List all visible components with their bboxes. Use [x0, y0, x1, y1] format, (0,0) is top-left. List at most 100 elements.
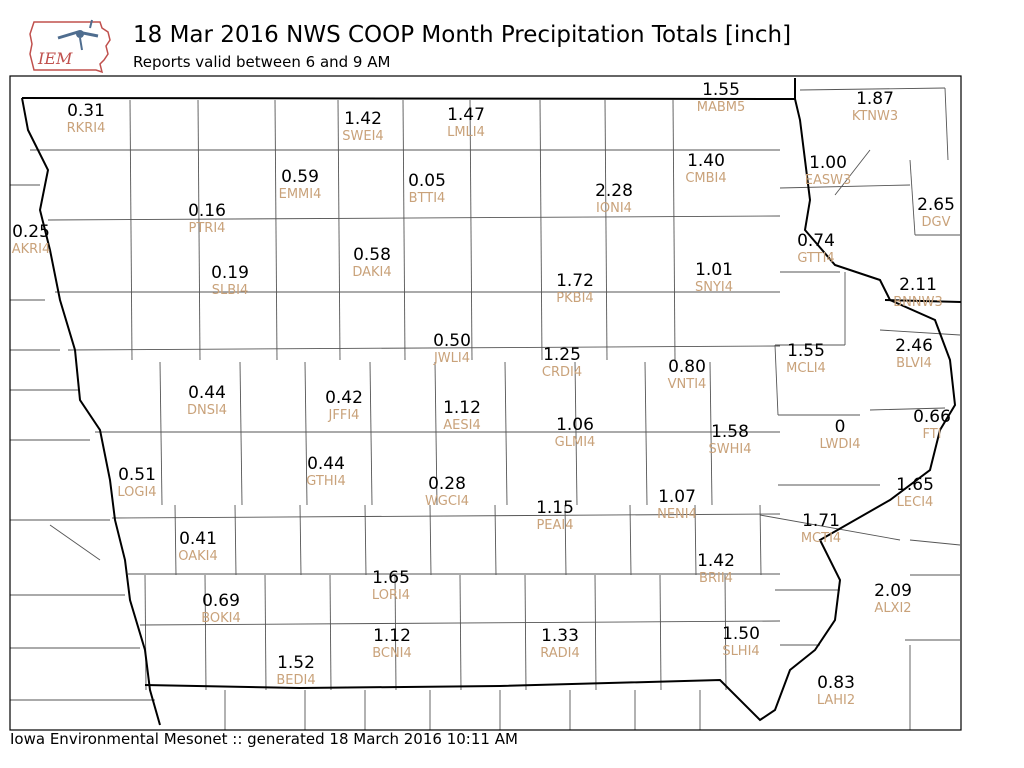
- station-value: 1.47: [447, 105, 485, 125]
- station-value: 0.58: [353, 245, 391, 265]
- station-value: 0.80: [668, 357, 706, 377]
- station-value: 1.06: [556, 415, 594, 435]
- station-id: LOGI4: [117, 485, 156, 500]
- station-id: DAKI4: [352, 265, 391, 280]
- station-value: 0.16: [188, 201, 226, 221]
- station-id: NENI4: [657, 507, 697, 522]
- station-value: 0.44: [307, 454, 345, 474]
- station-value: 1.12: [443, 398, 481, 418]
- station-value: 1.25: [543, 345, 581, 365]
- station-value: 0: [835, 417, 846, 437]
- station-id: SLBI4: [212, 283, 249, 298]
- station-value: 1.65: [896, 475, 934, 495]
- station-value: 1.01: [695, 260, 733, 280]
- station-id: BEDI4: [276, 673, 315, 688]
- station-id: GTTI4: [797, 251, 834, 266]
- station-id: SWEI4: [342, 129, 383, 144]
- station-id: RKRI4: [67, 121, 106, 136]
- map-title: 18 Mar 2016 NWS COOP Month Precipitation…: [133, 22, 792, 48]
- station-value: 0.74: [797, 231, 835, 251]
- station-value: 0.50: [433, 331, 471, 351]
- station-value: 0.05: [408, 171, 446, 191]
- station-value: 0.25: [12, 222, 50, 242]
- station-value: 1.50: [722, 624, 760, 644]
- station-id: GLMI4: [555, 435, 596, 450]
- station-id: SNYI4: [695, 280, 733, 295]
- station-id: DNSI4: [187, 403, 227, 418]
- station-value: 0.44: [188, 383, 226, 403]
- station-id: CRDI4: [542, 365, 582, 380]
- station-value: 1.72: [556, 271, 594, 291]
- station-id: LMLI4: [447, 125, 485, 140]
- county-boundaries: [10, 87, 961, 730]
- station-value: 0.51: [118, 465, 156, 485]
- station-value: 0.42: [325, 388, 363, 408]
- station-id: EMMI4: [279, 187, 322, 202]
- station-id: VNTI4: [668, 377, 707, 392]
- station-value: 1.12: [373, 626, 411, 646]
- station-id: AKRI4: [12, 242, 51, 257]
- station-id: AESI4: [443, 418, 480, 433]
- station-id: KTNW3: [852, 109, 898, 124]
- station-id: BLVI4: [896, 356, 932, 371]
- station-value: 1.65: [372, 568, 410, 588]
- station-id: PKBI4: [556, 291, 593, 306]
- station-value: 0.31: [67, 101, 105, 121]
- station-value: 0.69: [202, 591, 240, 611]
- station-id: DGV: [922, 215, 951, 230]
- station-value: 1.15: [536, 498, 574, 518]
- logo-text: IEM: [37, 49, 73, 68]
- station-value: 0.83: [817, 673, 855, 693]
- footer-credit: Iowa Environmental Mesonet :: generated …: [10, 730, 518, 748]
- station-value: 2.09: [874, 581, 912, 601]
- map-subtitle: Reports valid between 6 and 9 AM: [133, 53, 391, 71]
- station-id: OAKI4: [178, 549, 218, 564]
- station-id: SWHI4: [709, 442, 752, 457]
- station-id: MCLI4: [786, 361, 826, 376]
- station-value: 0.41: [179, 529, 217, 549]
- station-id: MABM5: [697, 100, 746, 115]
- station-value: 2.65: [917, 195, 955, 215]
- station-id: ALXI2: [874, 601, 911, 616]
- station-value: 0.19: [211, 263, 249, 283]
- station-value: 0.28: [428, 474, 466, 494]
- station-value: 1.55: [702, 80, 740, 100]
- state-boundaries: [21, 78, 962, 726]
- map-frame: [9, 75, 962, 731]
